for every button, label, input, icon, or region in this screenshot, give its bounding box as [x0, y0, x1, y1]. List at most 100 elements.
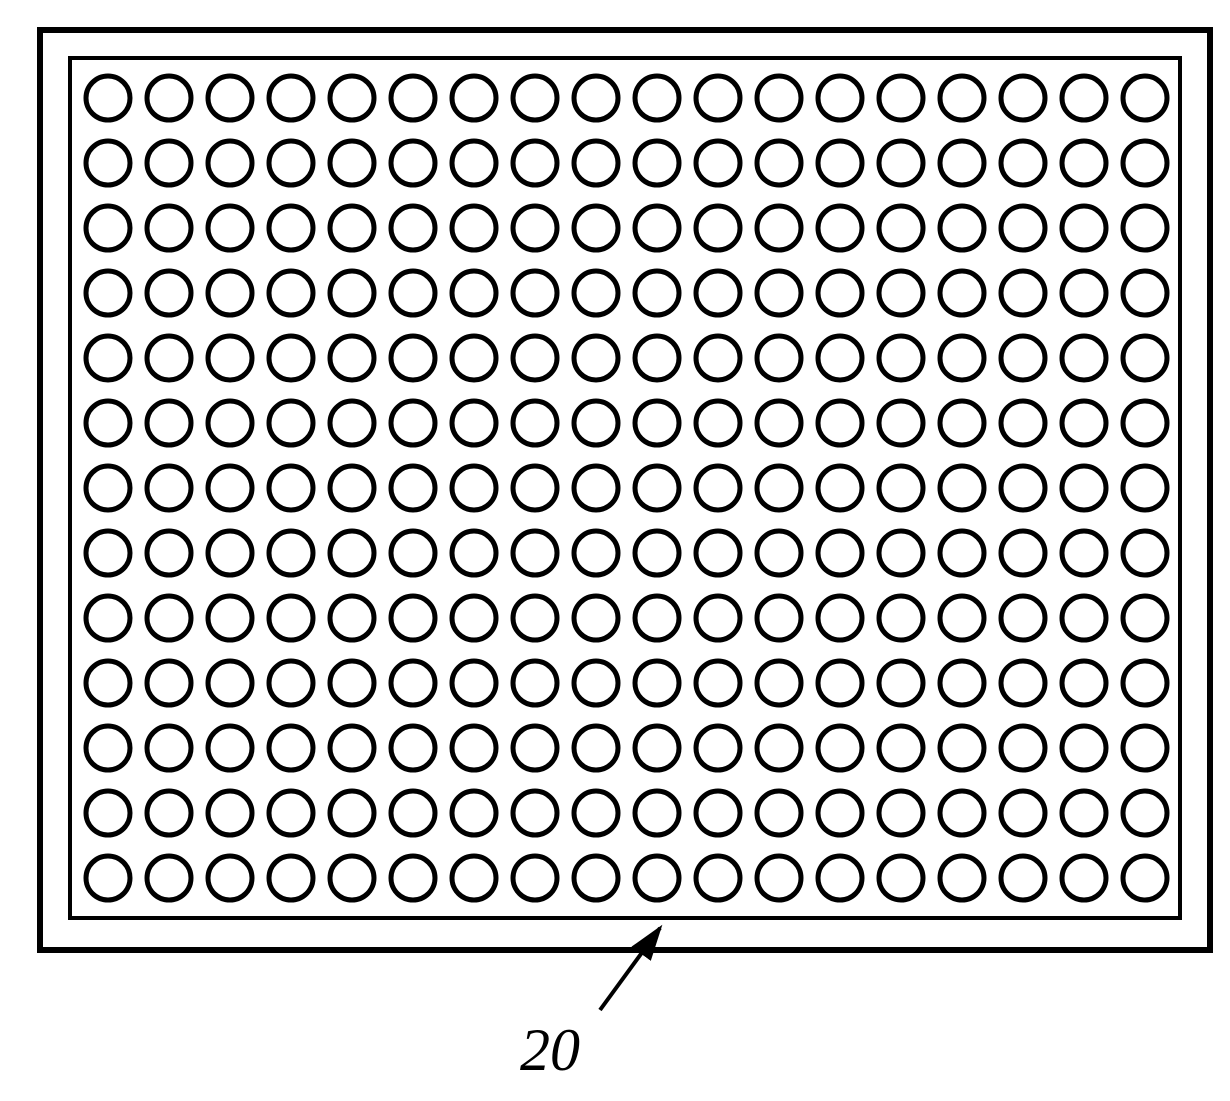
- grid-circle: [1001, 661, 1045, 705]
- grid-circle: [391, 531, 435, 575]
- grid-circle: [452, 206, 496, 250]
- grid-circle: [940, 661, 984, 705]
- grid-circle: [330, 206, 374, 250]
- grid-circle: [757, 336, 801, 380]
- grid-circle: [635, 856, 679, 900]
- grid-circle: [574, 661, 618, 705]
- grid-circle: [452, 271, 496, 315]
- grid-circle: [574, 531, 618, 575]
- grid-circle: [757, 141, 801, 185]
- grid-circle: [147, 661, 191, 705]
- grid-circle: [452, 531, 496, 575]
- grid-circle: [1001, 726, 1045, 770]
- grid-circle: [940, 466, 984, 510]
- grid-circle: [330, 336, 374, 380]
- grid-circle: [635, 271, 679, 315]
- grid-circle: [757, 791, 801, 835]
- grid-circle: [147, 141, 191, 185]
- grid-circle: [1123, 856, 1167, 900]
- grid-circle: [940, 271, 984, 315]
- grid-circle: [879, 206, 923, 250]
- grid-circle: [513, 791, 557, 835]
- grid-circle: [452, 76, 496, 120]
- grid-circle: [330, 596, 374, 640]
- grid-circle: [147, 76, 191, 120]
- grid-circle: [1001, 791, 1045, 835]
- grid-circle: [330, 856, 374, 900]
- grid-circle: [879, 401, 923, 445]
- schematic-diagram: 20: [10, 10, 1230, 1096]
- grid-circle: [818, 791, 862, 835]
- grid-circle: [574, 401, 618, 445]
- grid-circle: [269, 466, 313, 510]
- grid-circle: [86, 206, 130, 250]
- grid-circle: [452, 466, 496, 510]
- grid-circle: [1001, 596, 1045, 640]
- grid-circle: [1123, 726, 1167, 770]
- grid-circle: [269, 791, 313, 835]
- grid-circle: [513, 141, 557, 185]
- grid-circle: [574, 466, 618, 510]
- grid-circle: [635, 401, 679, 445]
- grid-circle: [1123, 336, 1167, 380]
- grid-circle: [513, 726, 557, 770]
- grid-circle: [574, 271, 618, 315]
- grid-circle: [1001, 336, 1045, 380]
- grid-circle: [147, 791, 191, 835]
- grid-circle: [86, 336, 130, 380]
- grid-circle: [391, 466, 435, 510]
- grid-circle: [635, 726, 679, 770]
- grid-circle: [208, 401, 252, 445]
- grid-circle: [86, 141, 130, 185]
- grid-circle: [1123, 271, 1167, 315]
- grid-circle: [940, 141, 984, 185]
- grid-circle: [391, 401, 435, 445]
- grid-circle: [147, 336, 191, 380]
- grid-circle: [635, 206, 679, 250]
- grid-circle: [391, 596, 435, 640]
- grid-circle: [818, 206, 862, 250]
- grid-circle: [86, 401, 130, 445]
- grid-circle: [1062, 336, 1106, 380]
- grid-circle: [1062, 206, 1106, 250]
- grid-circle: [574, 726, 618, 770]
- grid-circle: [574, 336, 618, 380]
- grid-circle: [1062, 76, 1106, 120]
- grid-circle: [757, 206, 801, 250]
- grid-circle: [1001, 206, 1045, 250]
- grid-circle: [696, 401, 740, 445]
- grid-circle: [696, 206, 740, 250]
- grid-circle: [147, 271, 191, 315]
- grid-circle: [147, 206, 191, 250]
- grid-circle: [635, 76, 679, 120]
- grid-circle: [757, 596, 801, 640]
- grid-circle: [818, 596, 862, 640]
- grid-circle: [1123, 531, 1167, 575]
- grid-circle: [147, 401, 191, 445]
- grid-circle: [147, 466, 191, 510]
- grid-circle: [1001, 141, 1045, 185]
- grid-circle: [269, 531, 313, 575]
- grid-circle: [1123, 401, 1167, 445]
- grid-circle: [208, 531, 252, 575]
- grid-circle: [452, 141, 496, 185]
- grid-circle: [452, 726, 496, 770]
- grid-circle: [818, 661, 862, 705]
- grid-circle: [1123, 661, 1167, 705]
- grid-circle: [269, 76, 313, 120]
- grid-circle: [1001, 466, 1045, 510]
- grid-circle: [147, 531, 191, 575]
- grid-circle: [940, 401, 984, 445]
- grid-circle: [940, 531, 984, 575]
- grid-circle: [330, 791, 374, 835]
- grid-circle: [1062, 856, 1106, 900]
- grid-circle: [879, 141, 923, 185]
- grid-circle: [391, 271, 435, 315]
- grid-circle: [208, 141, 252, 185]
- grid-circle: [208, 726, 252, 770]
- grid-circle: [269, 271, 313, 315]
- grid-circle: [1001, 856, 1045, 900]
- grid-circle: [940, 596, 984, 640]
- grid-circle: [86, 76, 130, 120]
- grid-circle: [147, 856, 191, 900]
